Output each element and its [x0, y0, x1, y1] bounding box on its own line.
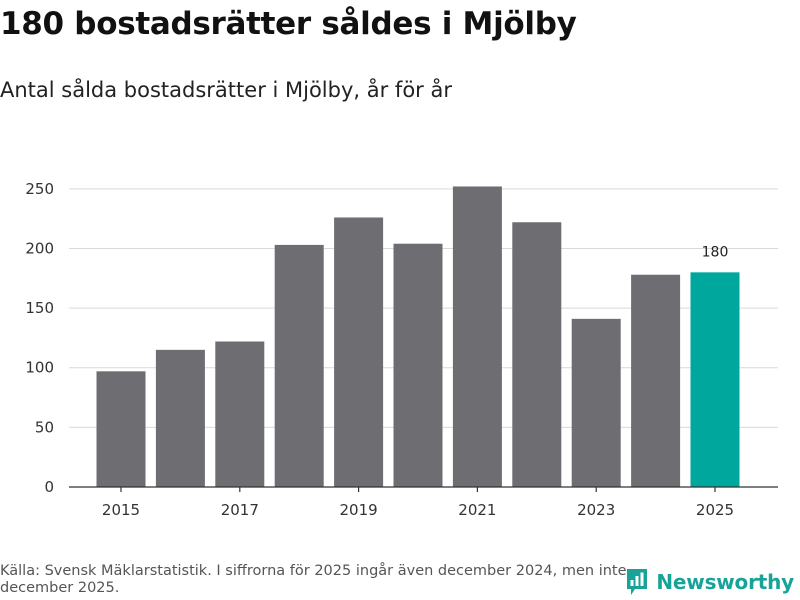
bar-2024 — [631, 274, 681, 487]
newsworthy-logo-icon — [627, 569, 648, 595]
bar-2015 — [96, 371, 146, 487]
y-tick-label-100: 100 — [25, 359, 54, 377]
x-tick-label-2021: 2021 — [458, 501, 496, 519]
bars — [96, 186, 740, 488]
brand-name: Newsworthy — [656, 570, 794, 594]
y-tick-label-200: 200 — [25, 239, 54, 257]
axes — [69, 486, 778, 492]
y-tick-label-250: 250 — [25, 180, 54, 198]
x-tick-label-2015: 2015 — [102, 501, 140, 519]
x-tick-label-2025: 2025 — [696, 501, 734, 519]
chart-subtitle: Antal sålda bostadsrätter i Mjölby, år f… — [0, 78, 452, 102]
bar-2016 — [155, 349, 205, 487]
x-tick-label-2019: 2019 — [340, 501, 378, 519]
bar-2020 — [393, 243, 443, 487]
bar-2018 — [274, 244, 324, 487]
y-tick-label-0: 0 — [44, 478, 54, 496]
y-tick-label-150: 150 — [25, 299, 54, 317]
bar-2021 — [452, 186, 502, 487]
labels: 0 50 100 150 200 250 2015 2017 2019 2021 2023 2025 1… — [25, 180, 734, 519]
bar-2023 — [571, 318, 621, 487]
x-tick-label-2023: 2023 — [577, 501, 615, 519]
y-tick-label-50: 50 — [35, 418, 54, 436]
x-tick-label-2017: 2017 — [221, 501, 259, 519]
source-note: Källa: Svensk Mäklarstatistik. I siffror… — [0, 563, 627, 596]
brand-logo: Newsworthy — [626, 568, 794, 596]
chart-title: 180 bostadsrätter såldes i Mjölby — [0, 6, 577, 42]
bar-2022 — [512, 222, 562, 487]
bar-2019 — [334, 217, 384, 488]
bar-2025 — [690, 272, 740, 487]
bar-2017 — [215, 341, 265, 487]
data-label-2025: 180 — [702, 244, 729, 260]
